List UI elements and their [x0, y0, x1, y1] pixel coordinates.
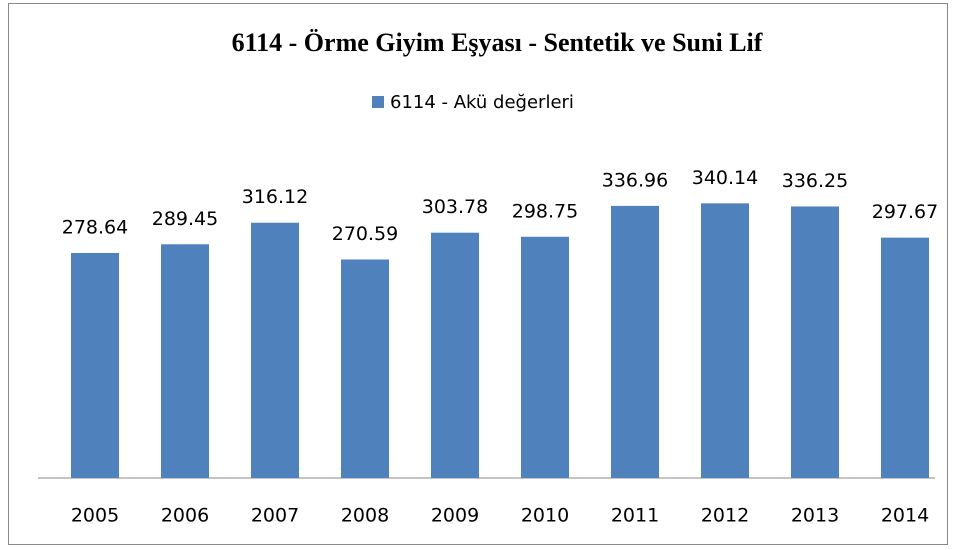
bar: [611, 205, 659, 479]
bar: [701, 203, 749, 478]
data-label: 298.75: [512, 200, 578, 222]
bar: [161, 244, 209, 478]
data-label: 336.96: [602, 169, 668, 191]
x-tick-label: 2008: [341, 505, 389, 527]
bar: [791, 206, 839, 478]
data-label: 316.12: [242, 186, 308, 208]
data-label: 270.59: [332, 223, 398, 245]
bar: [71, 252, 119, 478]
x-tick-label: 2011: [611, 505, 659, 527]
data-label: 297.67: [872, 201, 938, 223]
x-tick-label: 2013: [791, 505, 839, 527]
chart-title: 6114 - Örme Giyim Eşyası - Sentetik ve S…: [232, 28, 763, 57]
data-label: 303.78: [422, 196, 488, 218]
x-tick-label: 2009: [431, 505, 479, 527]
legend-swatch: [372, 96, 384, 108]
x-tick-label: 2006: [161, 505, 209, 527]
bar: [251, 222, 299, 478]
data-label: 278.64: [62, 216, 128, 238]
x-tick-label: 2014: [881, 505, 929, 527]
legend-label: 6114 - Akü değerleri: [390, 92, 574, 113]
x-tick-label: 2007: [251, 505, 299, 527]
x-tick-label: 2005: [71, 505, 119, 527]
bar: [341, 259, 389, 478]
x-tick-label: 2012: [701, 505, 749, 527]
bar: [431, 232, 479, 478]
x-tick-label: 2010: [521, 505, 569, 527]
data-label: 336.25: [782, 170, 848, 192]
bar: [881, 237, 929, 478]
data-label: 340.14: [692, 167, 758, 189]
bar: [521, 236, 569, 478]
data-label: 289.45: [152, 208, 218, 230]
